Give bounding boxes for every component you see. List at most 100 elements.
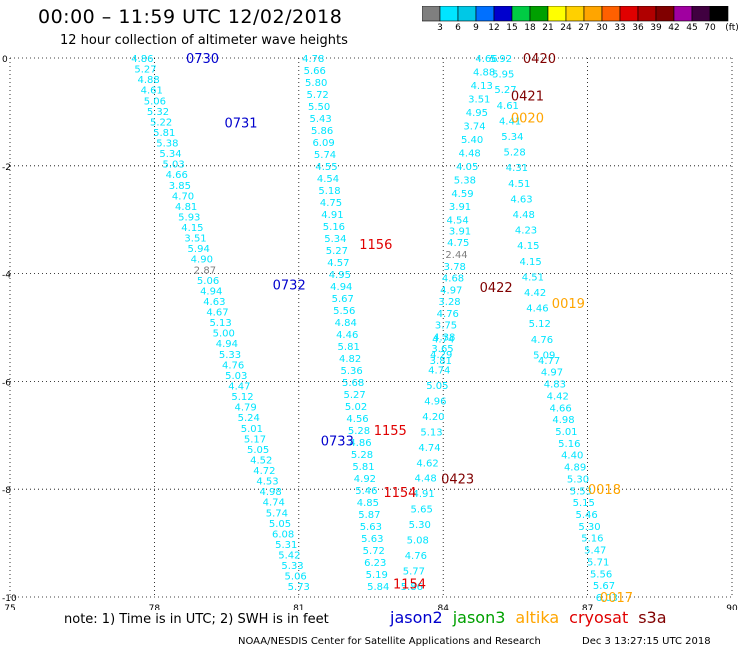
swh-value-label: 2.87 bbox=[194, 265, 216, 276]
swh-value-label: 5.30 bbox=[567, 474, 589, 485]
swh-value-label: 4.76 bbox=[531, 335, 553, 346]
swh-value-label: 4.89 bbox=[564, 463, 586, 474]
swh-value-label: 5.66 bbox=[304, 66, 326, 77]
swh-value-label: 5.27 bbox=[134, 65, 156, 76]
x-tick-label: 90 bbox=[726, 604, 738, 610]
swh-value-label: 5.02 bbox=[345, 402, 367, 413]
swh-value-label: 5.65 bbox=[411, 505, 433, 516]
swh-value-label: 4.83 bbox=[544, 380, 566, 391]
swh-value-label: 4.66 bbox=[475, 54, 497, 65]
colorbar-tick-label: 70 bbox=[704, 23, 716, 33]
y-tick-label: -4 bbox=[2, 271, 11, 281]
swh-value-label: 4.86 bbox=[349, 438, 371, 449]
swh-value-label: 5.38 bbox=[454, 175, 476, 186]
swh-value-label: 5.33 bbox=[281, 561, 303, 572]
swh-value-label: 4.91 bbox=[321, 210, 343, 221]
swh-value-label: 4.38 bbox=[433, 332, 455, 343]
colorbar-swatch bbox=[709, 6, 729, 22]
swh-value-label: 5.42 bbox=[278, 551, 300, 562]
y-tick-label: -8 bbox=[2, 486, 11, 496]
swh-value-label: 5.06 bbox=[285, 572, 307, 583]
swh-value-label: 5.53 bbox=[570, 486, 592, 497]
swh-value-label: 5.01 bbox=[555, 427, 577, 438]
pass-time-label: 0730 bbox=[186, 52, 219, 67]
swh-value-label: 3.51 bbox=[468, 94, 490, 105]
swh-value-label: 4.20 bbox=[422, 412, 444, 423]
x-tick-label: 75 bbox=[4, 604, 15, 610]
colorbar-tick-label: 36 bbox=[632, 23, 644, 33]
swh-value-label: 4.66 bbox=[166, 170, 188, 181]
swh-value-label: 4.78 bbox=[302, 54, 324, 65]
swh-value-label: 5.84 bbox=[367, 582, 389, 593]
swh-value-label: 2.44 bbox=[445, 250, 467, 261]
swh-value-label: 6.08 bbox=[272, 529, 294, 540]
colorbar-tick-label: 3 bbox=[437, 23, 443, 33]
swh-value-label: 5.80 bbox=[305, 78, 327, 89]
swh-value-label: 5.93 bbox=[178, 212, 200, 223]
swh-value-label: 4.85 bbox=[357, 498, 379, 509]
swh-value-label: 5.05 bbox=[269, 519, 291, 530]
satellite-legend: jason2 jason3 altika cryosat s3a bbox=[390, 608, 677, 627]
swh-value-label: 5.28 bbox=[504, 148, 526, 159]
swh-value-label: 4.84 bbox=[335, 318, 357, 329]
swh-value-label: 4.70 bbox=[172, 191, 194, 202]
swh-value-label: 5.86 bbox=[401, 582, 423, 593]
swh-value-label: 5.63 bbox=[360, 522, 382, 533]
swh-value-label: 4.67 bbox=[206, 308, 228, 319]
pass-time-label: 0421 bbox=[511, 90, 544, 105]
swh-value-label: 4.90 bbox=[191, 255, 213, 266]
legend-item-cryosat: cryosat bbox=[569, 608, 629, 627]
swh-value-label: 5.77 bbox=[403, 567, 425, 578]
swh-value-label: 5.68 bbox=[342, 378, 364, 389]
swh-value-label: 5.08 bbox=[407, 536, 429, 547]
swh-value-label: 5.74 bbox=[314, 150, 336, 161]
swh-value-label: 5.27 bbox=[326, 246, 348, 257]
swh-value-label: 4.94 bbox=[216, 339, 238, 350]
swh-value-label: 5.00 bbox=[213, 329, 235, 340]
swh-value-label: 5.01 bbox=[241, 424, 263, 435]
swh-value-label: 4.75 bbox=[320, 198, 342, 209]
pass-time-label: 0017 bbox=[600, 591, 633, 606]
swh-value-label: 5.12 bbox=[529, 319, 551, 330]
swh-value-label: 5.40 bbox=[461, 135, 483, 146]
swh-value-label: 5.72 bbox=[363, 546, 385, 557]
swh-value-label: 4.23 bbox=[515, 226, 537, 237]
swh-value-label: 3.85 bbox=[169, 181, 191, 192]
swh-value-label: 5.74 bbox=[266, 508, 288, 519]
swh-value-label: 4.91 bbox=[413, 489, 435, 500]
swh-value-label: 4.88 bbox=[137, 75, 159, 86]
swh-value-label: 4.46 bbox=[336, 330, 358, 341]
swh-value-label: 6.03 bbox=[596, 593, 618, 604]
footer-timestamp: Dec 3 13:27:15 UTC 2018 bbox=[582, 636, 711, 647]
swh-value-label: 4.40 bbox=[561, 451, 583, 462]
swh-value-label: 4.48 bbox=[414, 474, 436, 485]
colorbar-tick-label: 45 bbox=[686, 23, 698, 33]
swh-value-label: 4.74 bbox=[432, 334, 454, 345]
swh-value-label: 3.78 bbox=[444, 262, 466, 273]
swh-value-label: 4.55 bbox=[315, 162, 337, 173]
swh-value-label: 5.56 bbox=[333, 306, 355, 317]
swh-value-label: 5.19 bbox=[366, 570, 388, 581]
colorbar-tick-label: 42 bbox=[668, 23, 680, 33]
swh-value-label: 4.72 bbox=[253, 466, 275, 477]
swh-value-label: 4.96 bbox=[424, 396, 446, 407]
swh-value-label: 4.61 bbox=[141, 86, 163, 97]
colorbar-tick-label: 18 bbox=[524, 23, 536, 33]
swh-value-label: 4.74 bbox=[263, 498, 285, 509]
y-tick-label: -2 bbox=[2, 163, 11, 173]
swh-value-label: 4.66 bbox=[550, 403, 572, 414]
pass-time-label: 0731 bbox=[224, 117, 257, 132]
swh-value-label: 4.61 bbox=[497, 101, 519, 112]
swh-value-label: 4.56 bbox=[346, 414, 368, 425]
swh-value-label: 4.29 bbox=[430, 350, 452, 361]
pass-time-label: 0020 bbox=[511, 111, 544, 126]
swh-value-label: 4.76 bbox=[222, 360, 244, 371]
colorbar-tick-label: 6 bbox=[455, 23, 461, 33]
pass-time-label: 0423 bbox=[441, 472, 474, 487]
swh-value-label: 5.72 bbox=[307, 90, 329, 101]
swh-value-label: 4.48 bbox=[459, 148, 481, 159]
swh-value-label: 5.16 bbox=[558, 439, 580, 450]
x-tick-label: 78 bbox=[149, 604, 161, 610]
colorbar-tick-label: 21 bbox=[542, 23, 554, 33]
pass-time-label: 0018 bbox=[588, 483, 621, 498]
